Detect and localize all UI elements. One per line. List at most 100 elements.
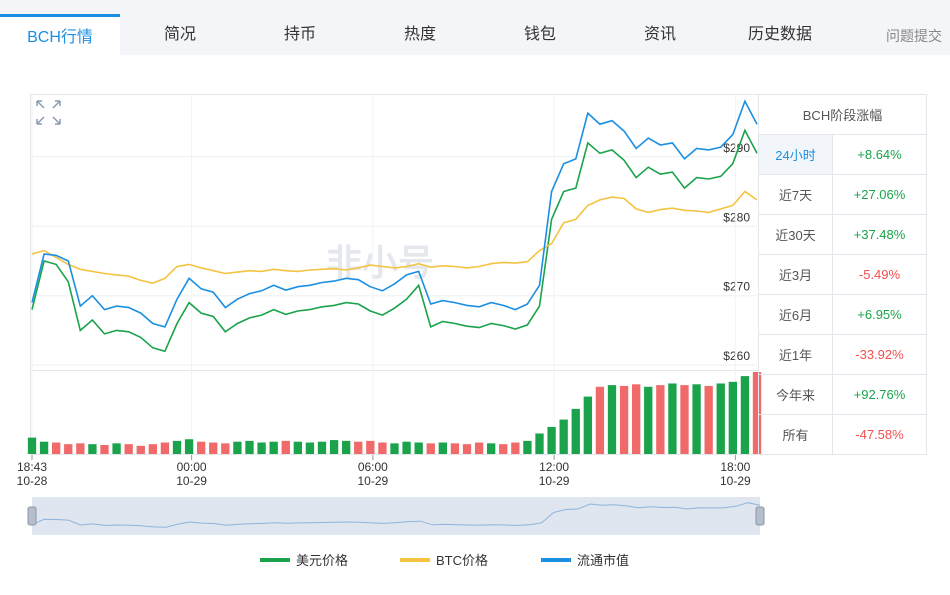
period-label: 今年来 [758, 374, 833, 415]
volume-bar [438, 442, 447, 454]
volume-bar [281, 440, 290, 454]
volume-bar [692, 384, 701, 454]
table-row[interactable]: 近6月 +6.95% [758, 294, 928, 335]
series-line [31, 190, 758, 285]
volume-bar [184, 439, 194, 454]
expand-icon[interactable] [36, 100, 61, 125]
volume-bar [197, 441, 206, 454]
watermark: 非小号 [326, 242, 434, 283]
series-line [31, 128, 758, 353]
volume-bar [668, 383, 677, 454]
volume-bar [354, 441, 363, 454]
volume-bar [124, 444, 133, 454]
volume-bar [656, 385, 665, 454]
volume-bar [523, 440, 532, 454]
table-title: BCH阶段涨幅 [758, 94, 927, 135]
volume-bar [52, 442, 61, 454]
tab[interactable]: 钱包 [523, 26, 556, 43]
table-row[interactable]: 近30天 +37.48% [758, 214, 928, 255]
volume-bar [426, 443, 435, 454]
x-tick-label: 18:00 10-29 [719, 460, 751, 488]
x-tick-label: 18:43 10-28 [16, 460, 48, 488]
volume-bar [27, 437, 37, 454]
volume-bar [704, 385, 713, 454]
volume-bar [209, 442, 218, 454]
volume-bar [76, 443, 85, 454]
table-row[interactable]: 今年来 +92.76% [758, 374, 928, 415]
tab[interactable]: 热度 [403, 26, 436, 43]
volume-bar [716, 383, 725, 454]
tab[interactable]: BCH行情 [0, 14, 120, 58]
volume-bar [317, 441, 327, 454]
period-change: -5.49% [831, 254, 928, 295]
volume-bar [64, 444, 73, 454]
legend-swatch [541, 558, 571, 562]
volume-bar [269, 441, 278, 454]
feedback-link[interactable]: 问题提交 [886, 28, 942, 44]
period-label: 所有 [758, 414, 833, 455]
x-tick-label: 00:00 10-29 [176, 460, 207, 488]
table-header-row: BCH阶段涨幅 [758, 94, 927, 135]
table-row[interactable]: 24小时 +8.64% [758, 134, 928, 175]
period-label: 近3月 [758, 254, 833, 295]
volume-bar [547, 426, 556, 454]
period-change: +6.95% [831, 294, 928, 335]
volume-bar [100, 444, 109, 454]
series-line [31, 99, 758, 328]
navigator[interactable] [32, 497, 760, 535]
volume-bar [752, 372, 762, 454]
tab[interactable]: 资讯 [643, 26, 676, 43]
period-change: +27.06% [831, 174, 928, 215]
volume-bar [305, 442, 315, 454]
period-label: 近30天 [758, 214, 833, 255]
volume-bar [499, 444, 508, 454]
y-tick-label: $270 [723, 280, 750, 294]
tab[interactable]: 简况 [163, 26, 196, 43]
period-change: -33.92% [831, 334, 928, 375]
volume-bar [414, 442, 423, 454]
navigator-handle [755, 506, 765, 526]
table-row[interactable]: 近7天 +27.06% [758, 174, 928, 215]
navigator-line [31, 502, 761, 528]
y-tick-label: $290 [723, 141, 750, 155]
volume-bar [535, 433, 544, 454]
legend-swatch [260, 558, 290, 562]
legend-label: 流通市值 [577, 553, 629, 568]
table-row[interactable]: 近1年 -33.92% [758, 334, 928, 375]
volume-bar [450, 443, 460, 454]
period-label: 近7天 [758, 174, 833, 215]
y-tick-label: $260 [723, 349, 750, 363]
volume-bar [112, 443, 121, 454]
table-row[interactable]: 近3月 -5.49% [758, 254, 928, 295]
volume-bar [390, 443, 399, 454]
volume-bar [607, 385, 617, 454]
volume-bar [329, 440, 339, 454]
y-tick-label: $280 [723, 210, 750, 224]
table-row[interactable]: 所有 -47.58% [758, 414, 928, 455]
volume-bar [740, 376, 750, 454]
volume-bar [402, 441, 411, 454]
period-change: -47.58% [831, 414, 928, 455]
volume-bar [136, 445, 145, 454]
volume-bar [378, 442, 387, 454]
volume-bar [221, 443, 230, 454]
tab-bar: BCH行情 简况 持币 热度 钱包 资讯 历史数据 [0, 0, 950, 58]
volume-bar [462, 444, 472, 454]
volume-bar [233, 441, 242, 454]
tab[interactable]: 持币 [283, 26, 316, 43]
volume-bar [342, 440, 351, 454]
navigator-handle [27, 506, 37, 526]
volume-bar [511, 442, 520, 454]
volume-bar [632, 384, 641, 454]
legend-label: BTC价格 [436, 553, 488, 568]
volume-bar [148, 444, 157, 454]
volume-bar [39, 441, 49, 454]
volume-bar [571, 408, 580, 454]
volume-bar [680, 385, 689, 454]
volume-bar [172, 440, 182, 454]
period-change: +92.76% [831, 374, 928, 415]
tab[interactable]: 历史数据 [747, 26, 812, 43]
volume-bar [583, 396, 592, 454]
